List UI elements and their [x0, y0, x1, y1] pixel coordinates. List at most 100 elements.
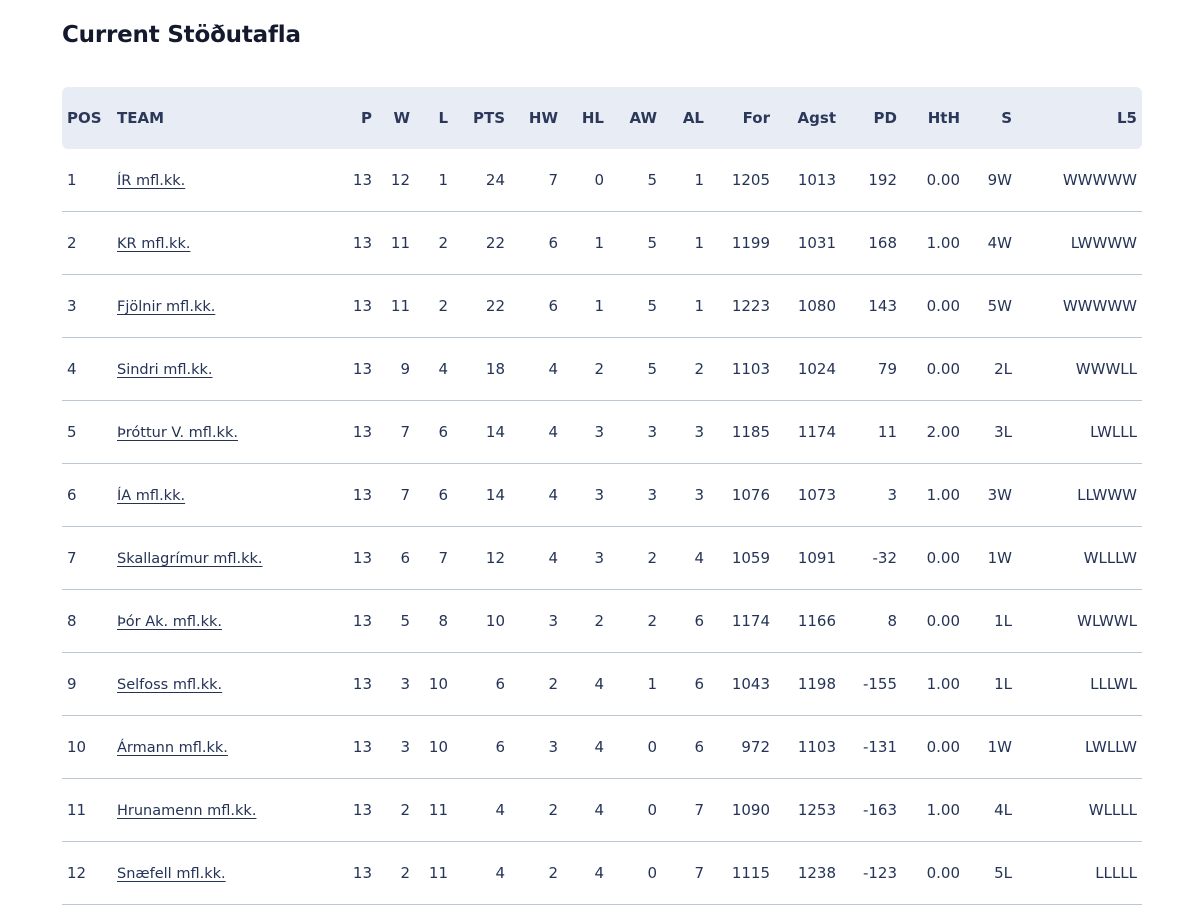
cell-point-diff: 3	[836, 463, 897, 527]
cell-points-for: 1043	[704, 652, 770, 716]
cell-point-diff: -163	[836, 778, 897, 842]
cell-streak: 2L	[960, 337, 1012, 401]
cell-streak: 1L	[960, 589, 1012, 653]
cell-last-five: WLLLW	[1012, 526, 1142, 590]
cell-home-wins: 2	[505, 652, 558, 716]
cell-home-losses: 3	[558, 400, 604, 464]
table-row: 1 ÍR mfl.kk. 13 12 1 24 7 0 5 1 1205 1013 192 0.00 9W W…	[62, 149, 1142, 212]
team-link[interactable]: Selfoss mfl.kk.	[117, 677, 223, 693]
cell-points-for: 1199	[704, 211, 770, 275]
cell-points: 6	[448, 715, 505, 779]
cell-streak: 1L	[960, 652, 1012, 716]
cell-losses: 1	[410, 149, 448, 212]
cell-last-five: LLWWW	[1012, 463, 1142, 527]
cell-home-losses: 2	[558, 589, 604, 653]
header-last-five: L5	[1117, 109, 1137, 127]
cell-team: Fjölnir mfl.kk.	[117, 274, 332, 338]
cell-home-losses: 3	[558, 526, 604, 590]
cell-last-five: WWWWW	[1012, 274, 1142, 338]
cell-points-for: 1174	[704, 589, 770, 653]
cell-wins: 9	[372, 337, 410, 401]
cell-points-against: 1238	[770, 841, 836, 905]
team-link[interactable]: Snæfell mfl.kk.	[117, 866, 226, 882]
header-pos: POS	[67, 109, 102, 127]
cell-away-losses: 6	[657, 589, 704, 653]
cell-away-losses: 1	[657, 211, 704, 275]
cell-points-for: 1115	[704, 841, 770, 905]
cell-wins: 11	[372, 274, 410, 338]
cell-last-five: WWWLL	[1012, 337, 1142, 401]
cell-home-losses: 1	[558, 211, 604, 275]
cell-head-to-head: 0.00	[897, 715, 960, 779]
cell-wins: 12	[372, 149, 410, 212]
team-link[interactable]: Fjölnir mfl.kk.	[117, 299, 216, 315]
header-point-diff: PD	[873, 109, 897, 127]
cell-points-against: 1013	[770, 149, 836, 212]
cell-home-wins: 7	[505, 149, 558, 212]
cell-away-losses: 7	[657, 841, 704, 905]
team-link[interactable]: Þór Ak. mfl.kk.	[117, 614, 223, 630]
cell-played: 13	[332, 715, 372, 779]
cell-head-to-head: 0.00	[897, 274, 960, 338]
cell-point-diff: -131	[836, 715, 897, 779]
header-home-losses: HL	[581, 109, 604, 127]
cell-pos: 6	[62, 463, 117, 527]
cell-streak: 1W	[960, 526, 1012, 590]
cell-team: ÍA mfl.kk.	[117, 463, 332, 527]
cell-played: 13	[332, 463, 372, 527]
cell-point-diff: 143	[836, 274, 897, 338]
cell-away-losses: 1	[657, 274, 704, 338]
cell-home-wins: 3	[505, 589, 558, 653]
cell-last-five: WWWWW	[1012, 149, 1142, 212]
page-title: Current Stöðutafla	[62, 22, 301, 48]
team-link[interactable]: ÍA mfl.kk.	[117, 488, 186, 504]
cell-last-five: WLLLL	[1012, 778, 1142, 842]
cell-points-for: 1223	[704, 274, 770, 338]
cell-last-five: LLLWL	[1012, 652, 1142, 716]
cell-points-for: 1059	[704, 526, 770, 590]
cell-point-diff: 79	[836, 337, 897, 401]
cell-point-diff: -155	[836, 652, 897, 716]
cell-pos: 10	[62, 715, 117, 779]
cell-points-against: 1253	[770, 778, 836, 842]
table-row: 2 KR mfl.kk. 13 11 2 22 6 1 5 1 1199 1031 168 1.00 4W L…	[62, 211, 1142, 275]
team-link[interactable]: ÍR mfl.kk.	[117, 173, 186, 189]
cell-losses: 10	[410, 715, 448, 779]
cell-points-against: 1198	[770, 652, 836, 716]
cell-head-to-head: 0.00	[897, 841, 960, 905]
cell-home-losses: 4	[558, 841, 604, 905]
cell-wins: 7	[372, 463, 410, 527]
team-link[interactable]: Skallagrímur mfl.kk.	[117, 551, 263, 567]
cell-home-wins: 3	[505, 715, 558, 779]
cell-team: Selfoss mfl.kk.	[117, 652, 332, 716]
cell-head-to-head: 0.00	[897, 526, 960, 590]
cell-away-wins: 3	[604, 463, 657, 527]
cell-wins: 3	[372, 715, 410, 779]
cell-losses: 6	[410, 400, 448, 464]
cell-points-against: 1073	[770, 463, 836, 527]
table-row: 6 ÍA mfl.kk. 13 7 6 14 4 3 3 3 1076 1073 3 1.00 3W LLWW…	[62, 463, 1142, 527]
cell-losses: 2	[410, 211, 448, 275]
cell-points-against: 1080	[770, 274, 836, 338]
cell-pos: 4	[62, 337, 117, 401]
team-link[interactable]: Hrunamenn mfl.kk.	[117, 803, 257, 819]
cell-away-wins: 0	[604, 841, 657, 905]
cell-team: KR mfl.kk.	[117, 211, 332, 275]
team-link[interactable]: Ármann mfl.kk.	[117, 740, 228, 756]
cell-points-against: 1166	[770, 589, 836, 653]
cell-losses: 6	[410, 463, 448, 527]
cell-last-five: LWLLW	[1012, 715, 1142, 779]
cell-head-to-head: 1.00	[897, 778, 960, 842]
cell-home-losses: 4	[558, 652, 604, 716]
cell-head-to-head: 0.00	[897, 149, 960, 212]
header-away-wins: AW	[629, 109, 657, 127]
table-row: 3 Fjölnir mfl.kk. 13 11 2 22 6 1 5 1 1223 1080 143 0.…	[62, 274, 1142, 338]
team-link[interactable]: KR mfl.kk.	[117, 236, 191, 252]
cell-away-losses: 4	[657, 526, 704, 590]
cell-pos: 1	[62, 149, 117, 212]
cell-points-for: 1076	[704, 463, 770, 527]
team-link[interactable]: Þróttur V. mfl.kk.	[117, 425, 238, 441]
team-link[interactable]: Sindri mfl.kk.	[117, 362, 213, 378]
cell-away-wins: 5	[604, 149, 657, 212]
cell-points-against: 1103	[770, 715, 836, 779]
